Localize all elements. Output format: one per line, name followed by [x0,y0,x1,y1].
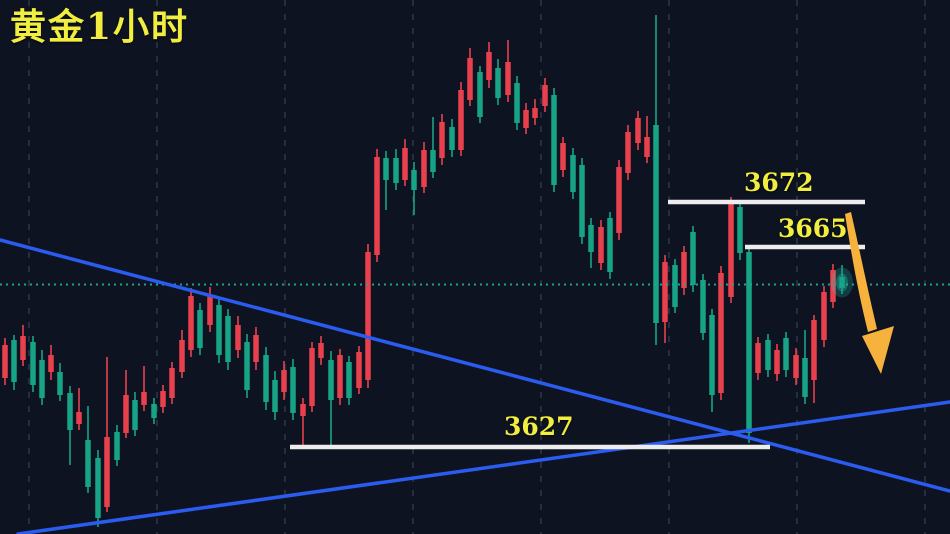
chart-title: 黄金1小时 [10,6,190,48]
white-level-lines [290,199,865,450]
resistance-label-3665: 3665 [778,214,848,243]
resistance-label-3672: 3672 [744,168,814,197]
down-arrow-icon [845,212,894,374]
vertical-gridlines [28,0,926,534]
candlesticks [2,15,853,527]
blue-trendlines [0,238,950,534]
support-label-3627: 3627 [504,412,574,441]
